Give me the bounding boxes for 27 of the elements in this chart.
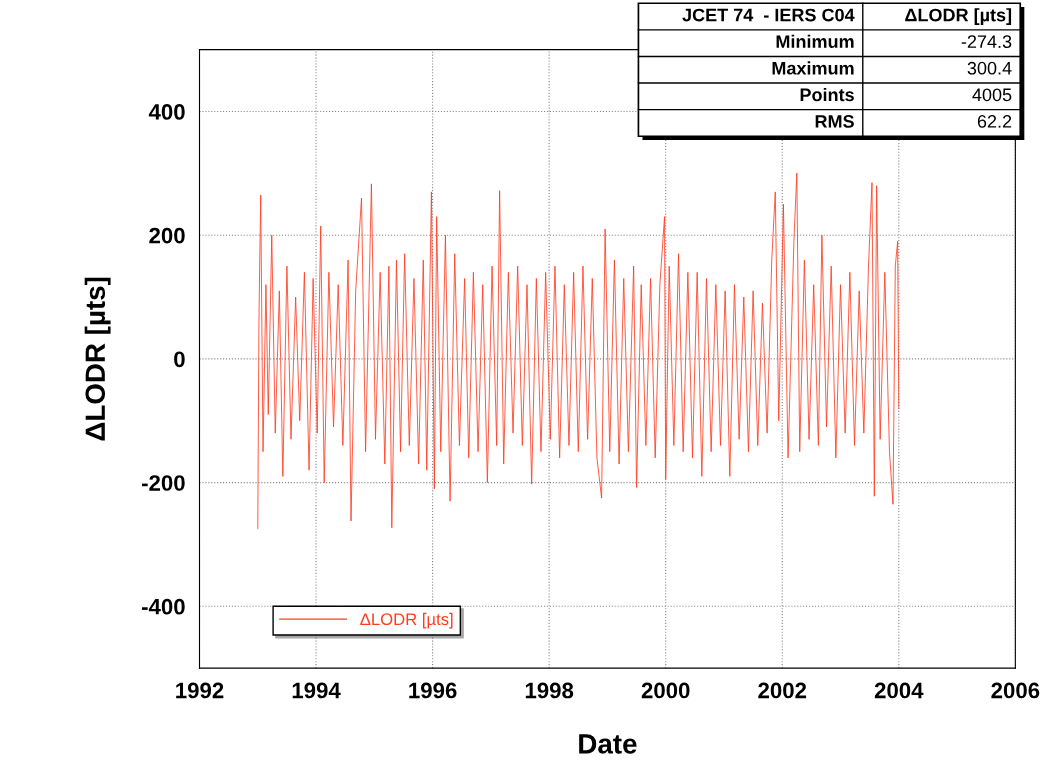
x-tick-label: 2002 bbox=[758, 682, 807, 699]
x-tick-label: 2006 bbox=[991, 682, 1040, 699]
x-tick-label: 1998 bbox=[525, 682, 574, 699]
annotation: 4005 bbox=[972, 88, 1012, 102]
x-tick-label: 2004 bbox=[874, 682, 924, 699]
y-tick-label: 0 bbox=[174, 351, 185, 368]
y-tick-label: 400 bbox=[148, 104, 185, 120]
x-tick-label: 1996 bbox=[409, 682, 457, 699]
annotation: 300.4 bbox=[967, 61, 1012, 75]
text: Minimum bbox=[776, 34, 854, 49]
annotation: Points bbox=[800, 87, 854, 102]
text: -274.3 bbox=[961, 35, 1012, 49]
x-tick-label: 1992 bbox=[176, 682, 224, 699]
y-axis-title: ΔLODR [µts] bbox=[84, 277, 111, 441]
text: JCET 74 - IERS C04 bbox=[682, 8, 855, 22]
y-tick-label: -200 bbox=[142, 475, 185, 491]
x-axis-title: Date bbox=[579, 734, 637, 754]
annotation: 62.2 bbox=[977, 115, 1012, 128]
annotation: Maximum bbox=[772, 61, 854, 75]
legend-label: ΔLODR [µts] bbox=[360, 612, 453, 629]
annotation: RMS bbox=[815, 115, 854, 128]
x-tick-label: 2000 bbox=[641, 682, 690, 699]
y-tick-label: -400 bbox=[142, 598, 185, 615]
y-tick-label: 200 bbox=[149, 227, 185, 244]
x-tick-label: 1994 bbox=[292, 682, 341, 699]
text: ΔLODR [µts] bbox=[905, 8, 1012, 25]
line-series bbox=[257, 172, 900, 529]
